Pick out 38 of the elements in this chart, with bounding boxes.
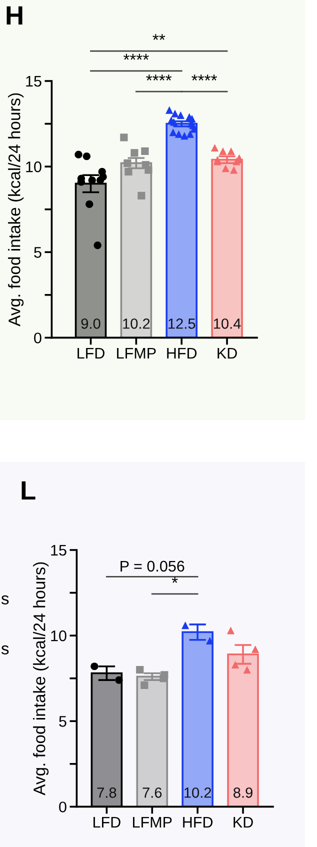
text: **** <box>146 74 172 80</box>
chart-title: H <box>6 6 22 25</box>
text: s <box>1 595 9 604</box>
data-label: 10.2 <box>123 318 150 329</box>
x-tick-label: LFMP <box>133 816 172 828</box>
text: **** <box>123 54 149 60</box>
y-tick-label: 5 <box>34 247 42 258</box>
x-tick-label: KD <box>218 348 237 358</box>
text: s <box>1 645 9 654</box>
data-label: 12.5 <box>168 318 196 329</box>
data-label: 10.2 <box>184 788 212 798</box>
text: **** <box>192 74 218 80</box>
y-tick-label: 15 <box>26 76 42 87</box>
y-tick-label: 0 <box>34 332 42 344</box>
annotation: * <box>172 577 178 583</box>
data-label: 7.6 <box>142 788 162 798</box>
y-axis-title: Avg. food intake (kcal/24 hours) <box>33 562 49 796</box>
y-tick-label: 0 <box>59 802 66 812</box>
data-label: 10.4 <box>214 318 241 329</box>
y-axis-title: Avg. food intake (kcal/24 hours) <box>8 93 24 326</box>
x-tick-label: HFD <box>167 348 197 358</box>
x-tick-label: LFD <box>78 348 104 358</box>
x-tick-label: LFMP <box>117 348 156 358</box>
text: ** <box>152 34 166 40</box>
data-label: 8.9 <box>234 788 252 798</box>
y-tick-label: 10 <box>51 630 66 642</box>
bar <box>211 158 243 338</box>
annotation: P = 0.056 <box>120 560 184 572</box>
x-tick-label: HFD <box>183 816 213 828</box>
data-label: 7.8 <box>97 788 116 798</box>
chart-title: L <box>22 481 36 500</box>
data-label: 9.0 <box>81 318 100 329</box>
x-tick-label: LFD <box>94 816 120 828</box>
y-tick-label: 5 <box>59 716 66 727</box>
y-tick-label: 15 <box>51 545 66 556</box>
y-tick-label: 10 <box>26 161 42 172</box>
x-tick-label: KD <box>234 816 253 828</box>
bar <box>120 162 152 338</box>
